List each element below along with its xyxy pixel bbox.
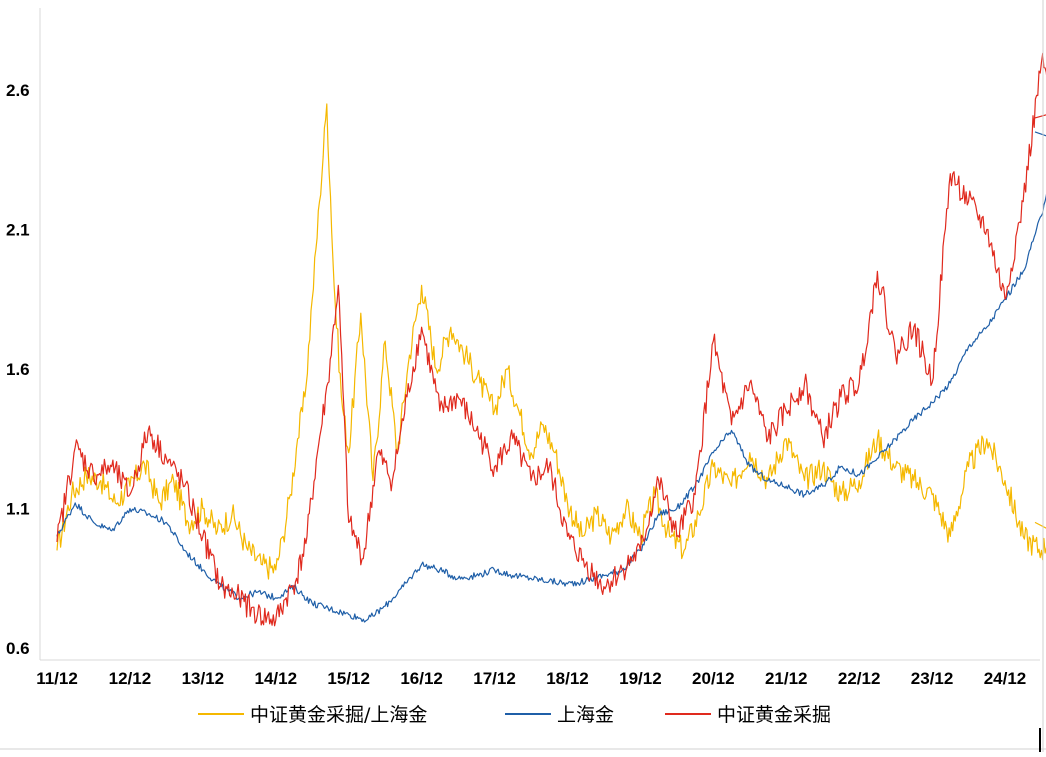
x-tick-label: 17/12 [473, 669, 516, 688]
y-tick-label: 2.6 [6, 81, 30, 100]
x-tick-label: 18/12 [546, 669, 589, 688]
series-lines [56, 52, 1046, 627]
x-tick-label: 20/12 [692, 669, 735, 688]
x-tick-label: 21/12 [765, 669, 808, 688]
series-line-1 [56, 131, 1046, 623]
x-tick-label: 11/12 [36, 669, 78, 688]
y-tick-label: 2.1 [6, 221, 30, 240]
legend: 中证黄金采掘/上海金 上海金 中证黄金采掘 [198, 704, 831, 726]
x-axis-ticks: 11/12 12/12 13/12 14/12 15/12 16/12 17/12 18/12… [36, 669, 1026, 688]
x-tick-label: 14/12 [254, 669, 297, 688]
legend-label: 中证黄金采掘 [717, 704, 831, 726]
y-tick-label: 1.6 [6, 360, 30, 379]
y-tick-label: 0.6 [6, 639, 30, 658]
x-tick-label: 12/12 [109, 669, 152, 688]
x-tick-label: 13/12 [182, 669, 225, 688]
y-axis-ticks: 0.6 1.1 1.6 2.1 2.6 [6, 81, 30, 658]
x-tick-label: 16/12 [400, 669, 443, 688]
x-tick-label: 24/12 [984, 669, 1027, 688]
x-tick-label: 23/12 [911, 669, 954, 688]
y-tick-label: 1.1 [6, 500, 30, 519]
x-tick-label: 22/12 [838, 669, 881, 688]
x-tick-label: 15/12 [327, 669, 370, 688]
legend-label: 上海金 [557, 704, 614, 726]
series-line-2 [56, 52, 1046, 627]
series-line-0 [56, 103, 1046, 580]
x-tick-label: 19/12 [619, 669, 662, 688]
legend-label: 中证黄金采掘/上海金 [250, 704, 427, 726]
